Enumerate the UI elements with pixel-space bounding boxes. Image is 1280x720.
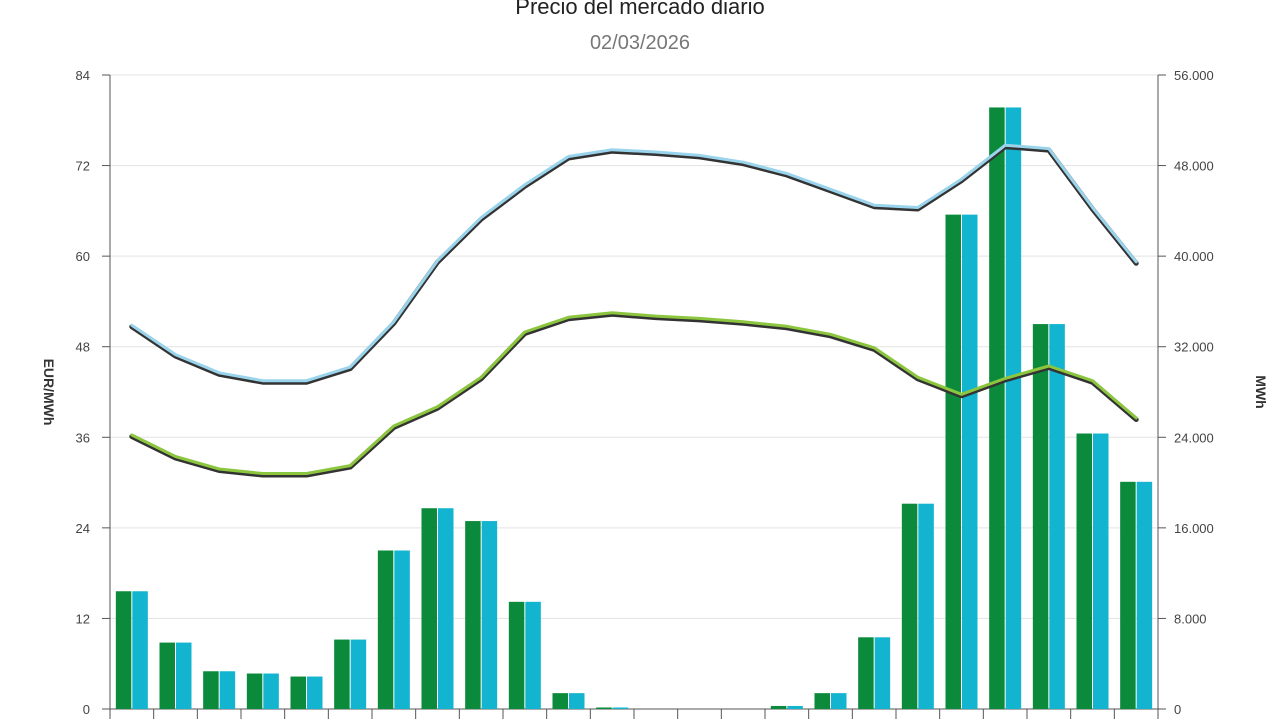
bar-series-1 bbox=[1032, 324, 1049, 709]
bar-series-1 bbox=[1076, 433, 1092, 709]
bar-series-1 bbox=[115, 591, 132, 709]
line-series-2 bbox=[130, 311, 1138, 475]
y-axis-left-label: EUR/MWh bbox=[41, 359, 57, 426]
bar-series-2 bbox=[219, 671, 236, 709]
bar-series-1 bbox=[246, 673, 263, 709]
bar-series-2 bbox=[394, 550, 410, 709]
bar-series-1 bbox=[290, 676, 306, 709]
y-left-tick-label: 60 bbox=[76, 249, 90, 264]
bar-series-1 bbox=[508, 601, 525, 709]
bar-series-2 bbox=[176, 642, 192, 709]
y-right-tick-label: 32.000 bbox=[1174, 340, 1214, 355]
y-right-tick-label: 24.000 bbox=[1174, 430, 1214, 445]
y-left-tick-label: 0 bbox=[83, 702, 90, 717]
bar-series-2 bbox=[438, 508, 454, 709]
bar-series-1 bbox=[770, 705, 787, 709]
y-left-tick-label: 12 bbox=[76, 611, 90, 626]
chart-subtitle: 02/03/2026 bbox=[589, 32, 691, 54]
y-left-tick-label: 36 bbox=[76, 430, 90, 445]
bar-series-2 bbox=[787, 705, 803, 709]
bar-series-2 bbox=[525, 601, 541, 709]
bar-series-2 bbox=[612, 707, 629, 709]
bar-series-2 bbox=[874, 637, 891, 709]
y-right-tick-label: 16.000 bbox=[1174, 521, 1214, 536]
bar-series-1 bbox=[552, 693, 568, 709]
bar-series-1 bbox=[814, 693, 830, 709]
y-left-tick-label: 24 bbox=[76, 521, 90, 536]
bar-series-2 bbox=[350, 639, 367, 709]
y-right-tick-label: 40.000 bbox=[1174, 249, 1214, 264]
bar-series-2 bbox=[307, 676, 323, 709]
bar-series-1 bbox=[159, 642, 175, 709]
bar-series-2 bbox=[1136, 481, 1153, 709]
bar-series-2 bbox=[962, 214, 978, 709]
bar-series-2 bbox=[132, 591, 148, 709]
bar-series-1 bbox=[901, 503, 918, 709]
bar-series-1 bbox=[989, 107, 1005, 709]
bar-series-1 bbox=[203, 671, 219, 709]
bar-series-2 bbox=[831, 693, 847, 709]
bar-series-1 bbox=[945, 214, 961, 709]
bar-series-1 bbox=[334, 639, 350, 709]
y-left-tick-label: 48 bbox=[76, 340, 90, 355]
bar-series-2 bbox=[1093, 433, 1109, 709]
bar-series-1 bbox=[596, 707, 612, 709]
bar-series-1 bbox=[858, 637, 874, 709]
y-left-tick-label: 72 bbox=[76, 159, 90, 174]
bar-series-2 bbox=[918, 503, 934, 709]
bar-series-1 bbox=[377, 550, 394, 709]
line-series-2-shadow bbox=[129, 311, 1139, 478]
bar-series-1 bbox=[421, 508, 437, 709]
bar-series-1 bbox=[1120, 481, 1136, 709]
bar-series-1 bbox=[465, 521, 481, 709]
bar-series-2 bbox=[481, 521, 498, 709]
bar-series-2 bbox=[569, 693, 585, 709]
y-left-tick-label: 84 bbox=[76, 68, 90, 83]
y-right-tick-label: 8.000 bbox=[1174, 611, 1207, 626]
line-series-1 bbox=[130, 143, 1138, 383]
bar-series-2 bbox=[1049, 324, 1065, 709]
y-right-tick-label: 56.000 bbox=[1174, 68, 1214, 83]
y-axis-right-label: MWh bbox=[1253, 375, 1269, 408]
chart-title: Precio del mercado diario bbox=[515, 0, 765, 19]
bar-series-2 bbox=[263, 673, 279, 709]
y-right-tick-label: 0 bbox=[1174, 702, 1181, 717]
y-right-tick-label: 48.000 bbox=[1174, 159, 1214, 174]
bar-series-2 bbox=[1005, 107, 1022, 709]
